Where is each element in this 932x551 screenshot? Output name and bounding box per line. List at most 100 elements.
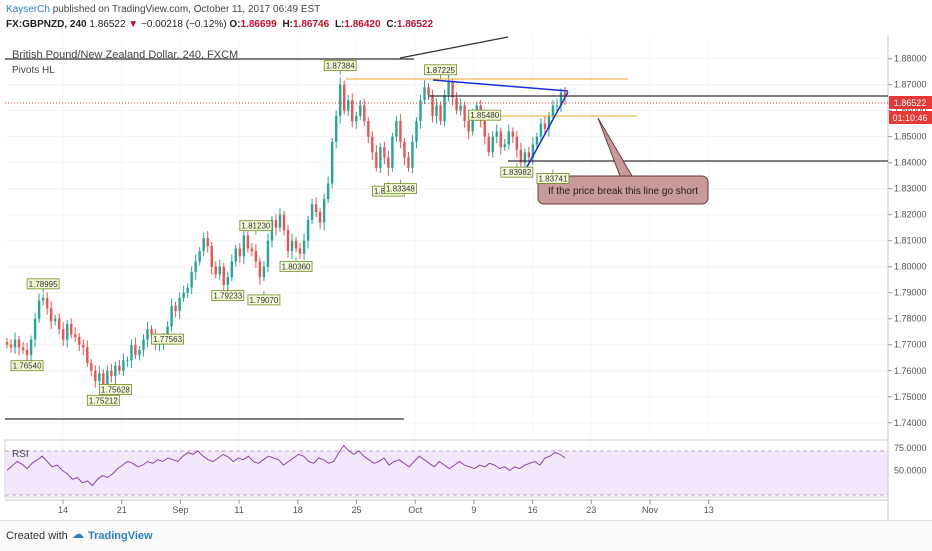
candle [45,292,49,315]
candle [423,80,426,105]
candle [82,339,85,356]
candle [511,127,515,144]
candle [114,361,117,384]
candle [555,98,559,111]
candle [126,356,129,367]
svg-text:1.79233: 1.79233 [213,292,242,301]
pivot-label: 1.81230 [239,220,273,235]
candle [61,322,65,347]
symbol-label[interactable]: FX:GBPNZD, 240 [6,19,87,30]
low-label: L: [334,19,345,30]
candle [218,259,221,280]
candle [487,132,490,157]
price-tick-label: 1.78000 [894,314,927,324]
candle [110,363,113,383]
close-label: C: [386,19,397,30]
change-value: −0.00218 (−0.12%) [140,19,227,30]
svg-text:1.87225: 1.87225 [426,66,455,75]
price-chart[interactable]: 1.88000 1.87000 1.86000 1.85000 1.84000 1.830… [0,0,932,520]
candle [439,101,442,125]
time-tick-label: 25 [351,505,361,515]
timer-badge [889,111,932,124]
candle [391,132,394,172]
candle [387,150,390,176]
candle [463,101,466,128]
candle [142,334,145,357]
candle [210,242,213,275]
candle [338,77,342,124]
candle [274,214,278,236]
time-axis[interactable]: 14 21 Sep 11 18 25 Oct 9 16 23 Nov 13 [58,500,714,515]
down-arrow-icon: ▼ [128,19,139,30]
candle [66,320,69,348]
candle [415,117,418,149]
price-tick-label: 1.81000 [894,236,927,246]
price-tick-label: 1.84000 [894,158,927,168]
candle [310,198,314,224]
candle [326,176,330,203]
trend-line-top[interactable] [399,36,509,59]
price-axis[interactable]: 1.88000 1.87000 1.86000 1.85000 1.84000 1.830… [888,54,927,428]
candle [419,94,422,129]
candle [170,298,173,332]
pivot-label: 1.75628 [98,380,132,395]
wedge-upper-line[interactable] [432,79,569,92]
callout-box[interactable] [537,175,709,205]
tradingview-logo-icon[interactable]: ☁ [72,527,84,541]
candle [334,110,338,149]
candle [371,131,374,161]
time-tick-label: Nov [642,505,659,515]
candle [343,80,346,115]
candle [491,131,494,158]
candle [206,231,209,253]
candle [74,327,77,343]
candle [9,339,13,353]
rsi-tick-label: 50.0000 [894,465,927,475]
price-tick-label: 1.75000 [894,392,927,402]
time-tick-label: 9 [471,505,476,515]
wedge-lower-line[interactable] [521,91,569,177]
candle [29,335,33,362]
svg-text:1.79070: 1.79070 [249,296,278,305]
open-value: 1.86699 [240,19,277,30]
low-value: 1.86420 [344,19,381,30]
candle [298,243,302,259]
svg-text:1.78995: 1.78995 [29,280,58,289]
tradingview-brand[interactable]: TradingView [88,530,153,542]
candle [78,333,81,352]
candle [21,341,25,354]
author-link[interactable]: KayserCh [6,4,50,15]
price-tick-label: 1.79000 [894,288,927,298]
time-tick-label: 23 [586,505,596,515]
candle [355,111,358,129]
time-tick-label: 16 [528,505,538,515]
candle [186,283,189,298]
svg-text:1.80360: 1.80360 [282,262,311,271]
candle [278,207,282,232]
candle [130,339,133,369]
candle [122,353,125,376]
pivot-label: 1.83348 [384,179,417,195]
price-tick-label: 1.82000 [894,210,927,220]
candle [254,244,258,269]
svg-text:1.83741: 1.83741 [538,174,567,183]
pivot-label: 1.79070 [247,290,281,306]
candle [375,145,378,172]
last-price: 1.86522 [89,19,126,30]
candle [134,337,137,360]
candle [214,261,217,279]
candle [202,232,205,257]
high-label: H: [282,19,293,30]
indicator-name[interactable]: Pivots HL [12,65,55,76]
pivot-label: 1.78995 [26,278,60,293]
pivot-label: 1.77563 [151,330,184,345]
candle [250,243,254,257]
rsi-label[interactable]: RSI [12,449,29,460]
candle [53,314,57,326]
grid-lines [5,36,888,500]
candle [37,293,41,323]
candle [403,137,406,166]
candle [222,262,225,292]
candle [539,118,543,142]
price-tick-label: 1.76000 [894,366,927,376]
